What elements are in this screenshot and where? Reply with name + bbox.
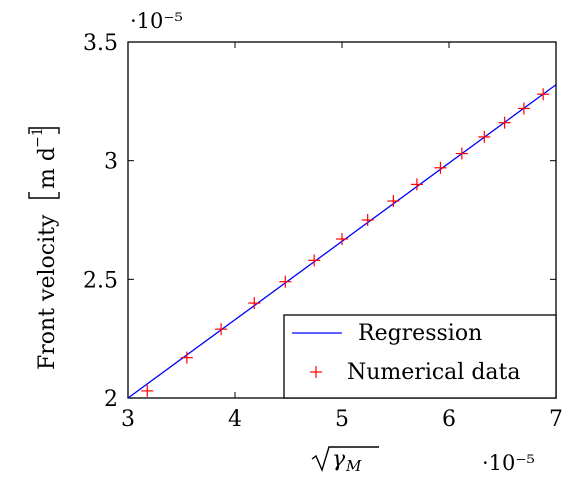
y-tick-label: 2 [104, 387, 118, 412]
x-tick-label: 3 [121, 407, 135, 432]
x-tick-label: 5 [335, 407, 349, 432]
numerical-data-point [537, 88, 549, 100]
x-scale-label: ·10⁻⁵ [482, 451, 535, 475]
y-axis-label-unit-exponent: −1 [30, 127, 46, 148]
y-axis-label-text: Front velocity [35, 214, 60, 370]
legend: Regression Numerical data [284, 315, 556, 398]
numerical-data-point [336, 233, 348, 245]
x-axis-label-subscript: M [345, 457, 362, 475]
x-tick-label: 4 [228, 407, 242, 432]
y-axis-label-left-bracket [29, 192, 59, 198]
y-tick-label: 2.5 [83, 268, 118, 293]
numerical-data-point [362, 214, 374, 226]
numerical-data-point [478, 131, 490, 143]
legend-regression-label: Regression [358, 321, 482, 346]
numerical-data-point [181, 352, 193, 364]
numerical-data-point [456, 148, 468, 160]
y-tick-label: 3.5 [83, 31, 118, 56]
x-axis-label-base: γ [332, 447, 346, 472]
x-tick-label: 7 [549, 407, 563, 432]
legend-numerical-data-label: Numerical data [347, 360, 520, 385]
y-scale-label: ·10⁻⁵ [130, 9, 183, 33]
x-tick-label: 6 [442, 407, 456, 432]
y-axis-label: Front velocity m d −1 [29, 127, 60, 370]
numerical-data-point [518, 102, 530, 114]
x-axis-label: γ M [312, 447, 379, 475]
y-tick-label: 3 [104, 150, 118, 175]
numerical-data-point [248, 297, 260, 309]
y-axis-label-unit: m d [35, 147, 60, 189]
numerical-data-point [411, 178, 423, 190]
numerical-data-point [387, 195, 399, 207]
